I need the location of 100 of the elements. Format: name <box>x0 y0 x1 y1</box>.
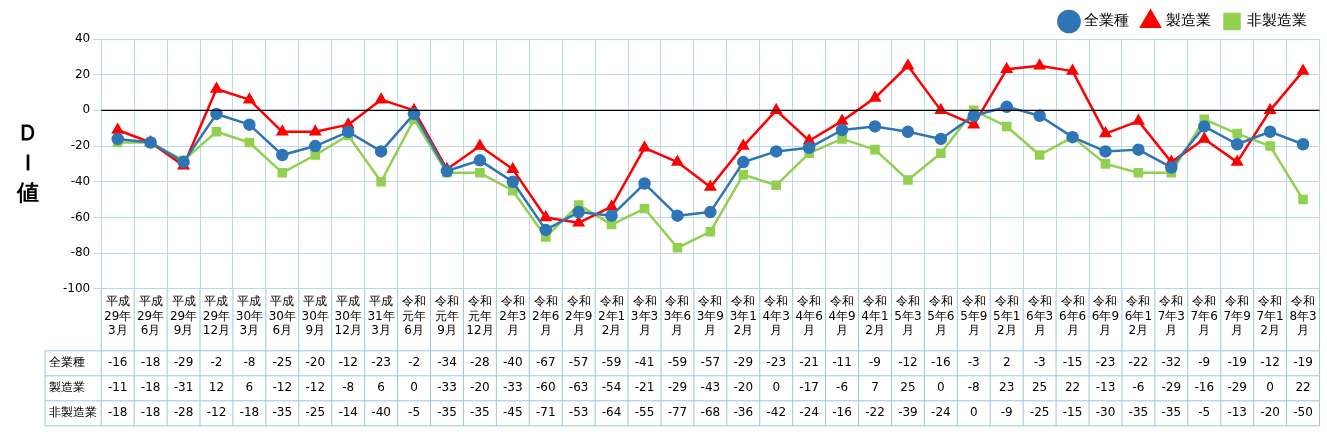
data-label: -21 <box>799 355 819 370</box>
data-label: -24 <box>799 405 819 420</box>
data-label: -11 <box>107 380 128 395</box>
data-label: -2 <box>210 355 223 370</box>
data-label: -32 <box>1161 355 1182 370</box>
data-label: -19 <box>1293 355 1313 370</box>
data-label: -22 <box>865 405 885 420</box>
data-label: -33 <box>437 380 457 395</box>
data-label: -20 <box>1260 405 1280 420</box>
data-label: -9 <box>1000 405 1013 420</box>
data-label: -21 <box>634 380 655 395</box>
data-label: 6 <box>245 380 254 395</box>
x-tick-label: 平成29年9月 <box>169 294 198 337</box>
data-label: -18 <box>239 405 260 420</box>
data-label: -63 <box>568 380 589 395</box>
x-tick-label: 平成29年3月 <box>104 294 132 337</box>
x-tick-label: 令和2年9月 <box>565 294 593 337</box>
data-label: -23 <box>766 355 787 370</box>
data-label: -16 <box>832 405 852 420</box>
x-tick-label: 令和5年3月 <box>894 294 922 337</box>
x-tick-label: 平成30年3月 <box>235 294 264 337</box>
y-tick-label: -20 <box>70 138 91 153</box>
data-label: -24 <box>931 405 951 420</box>
data-label: -6 <box>1132 380 1145 395</box>
data-label: -29 <box>1161 380 1182 395</box>
x-tick-label: 令和3年9月 <box>696 294 725 337</box>
data-label: -23 <box>371 355 391 370</box>
data-label: -12 <box>1260 355 1280 370</box>
x-tick-label: 令和7年9月 <box>1223 294 1251 337</box>
data-label: -53 <box>568 405 589 420</box>
data-label: -68 <box>700 405 721 420</box>
data-label: -55 <box>634 405 655 420</box>
text: 非製造業 <box>49 405 97 420</box>
data-label: -12 <box>206 405 227 420</box>
x-tick-label: 令和3年12月 <box>729 294 757 337</box>
data-label: -29 <box>667 380 688 395</box>
data-label: -9 <box>1198 355 1211 370</box>
data-label: -29 <box>173 355 194 370</box>
data-label: -35 <box>437 405 457 420</box>
y-tick-label: -80 <box>70 245 91 260</box>
data-label: -20 <box>470 380 490 395</box>
data-label: -33 <box>503 380 523 395</box>
data-label: -22 <box>1128 355 1149 370</box>
data-label: -28 <box>470 355 490 370</box>
x-tick-label: 令和5年9月 <box>960 294 988 337</box>
data-label: -12 <box>338 355 358 370</box>
x-tick-label: 令和2年6月 <box>532 294 560 337</box>
data-label: -29 <box>733 355 754 370</box>
x-tick-label: 平成29年6月 <box>136 294 165 337</box>
data-label: -59 <box>667 355 688 370</box>
x-tick-label: 令和元年9月 <box>434 294 459 337</box>
data-label: 0 <box>937 380 945 395</box>
data-label: -14 <box>338 405 358 420</box>
data-label: -57 <box>700 355 721 370</box>
data-label: -64 <box>601 405 622 420</box>
data-label: -67 <box>535 355 556 370</box>
data-label: -39 <box>898 405 918 420</box>
data-label: -77 <box>667 405 688 420</box>
x-tick-label: 平成31年3月 <box>367 294 395 337</box>
data-label: -34 <box>437 355 457 370</box>
legend-label: 全業種 <box>1084 11 1129 30</box>
data-label: 0 <box>410 380 418 395</box>
x-tick-label: 令和6年9月 <box>1091 294 1120 337</box>
data-label: -12 <box>272 380 293 395</box>
data-label: -8 <box>967 380 980 395</box>
data-label: -25 <box>305 405 326 420</box>
data-label: -54 <box>601 380 622 395</box>
data-label: -2 <box>408 355 421 370</box>
x-tick-label: 令和3年6月 <box>663 294 692 337</box>
x-tick-label: 令和7年6月 <box>1190 294 1218 337</box>
x-tick-label: 平成30年12月 <box>334 294 362 337</box>
data-label: 25 <box>1031 380 1048 395</box>
data-label: -18 <box>140 355 161 370</box>
data-label: -35 <box>272 405 293 420</box>
data-label: -16 <box>107 355 128 370</box>
data-label: -35 <box>1161 405 1182 420</box>
legend-label: 非製造業 <box>1247 11 1307 30</box>
data-label: -31 <box>173 380 194 395</box>
x-tick-label: 令和7年12月 <box>1256 294 1284 337</box>
data-label: -25 <box>1029 405 1050 420</box>
data-label: -40 <box>371 405 391 420</box>
data-label: -5 <box>1198 405 1211 420</box>
data-label: 6 <box>377 380 385 395</box>
data-label: -71 <box>535 405 556 420</box>
data-label: -13 <box>1095 380 1116 395</box>
data-label: 2 <box>1002 355 1011 370</box>
data-label: -20 <box>305 355 326 370</box>
data-label: -11 <box>832 355 852 370</box>
y-tick-label: 0 <box>82 102 91 117</box>
x-tick-label: 令和2年12月 <box>597 294 626 337</box>
data-label: -60 <box>535 380 556 395</box>
data-label: -43 <box>700 380 721 395</box>
x-tick-label: 令和5年6月 <box>927 294 955 337</box>
data-label: -42 <box>766 405 787 420</box>
data-label: 0 <box>1266 380 1274 395</box>
data-label: -35 <box>470 405 490 420</box>
data-label: -41 <box>634 355 655 370</box>
data-label: -3 <box>1033 355 1046 370</box>
data-label: -8 <box>342 380 355 395</box>
data-label: -12 <box>898 355 918 370</box>
